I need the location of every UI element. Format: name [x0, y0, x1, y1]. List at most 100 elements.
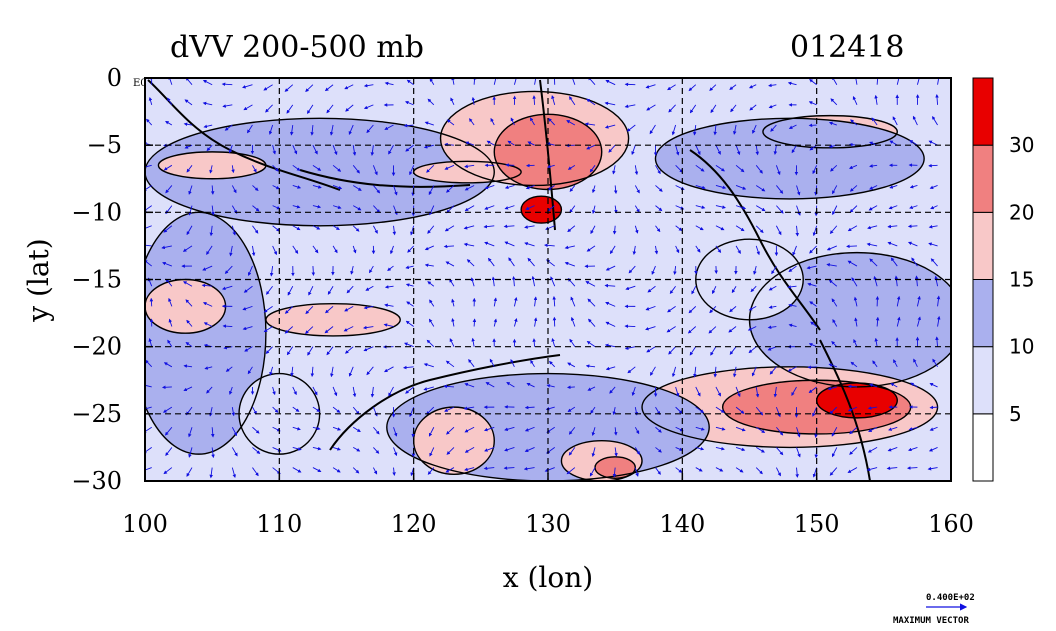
wind-vector: [326, 104, 334, 114]
wind-vector: [469, 118, 475, 126]
wind-vector: [524, 242, 535, 247]
wind-vector: [312, 386, 318, 396]
wind-vector: [867, 225, 878, 230]
wind-vector: [504, 185, 515, 189]
contour-south-pink-2: [560, 440, 643, 481]
wind-vector: [429, 447, 435, 457]
wind-vector: [929, 405, 938, 410]
colorbar-tick-label: 15: [1009, 268, 1034, 292]
wind-vector: [890, 383, 898, 388]
wind-vector: [828, 363, 837, 368]
wind-vector: [424, 121, 434, 126]
wind-vector: [675, 447, 684, 451]
wind-vector: [932, 115, 938, 126]
wind-vector: [894, 275, 899, 287]
wind-vector: [832, 185, 838, 195]
wind-vector: [148, 96, 153, 105]
wind-vector: [242, 326, 253, 331]
wind-vector: [202, 80, 213, 86]
wind-vector: [472, 318, 477, 327]
wind-vector: [655, 406, 661, 416]
wind-vector: [604, 283, 616, 288]
wind-vector: [524, 405, 535, 410]
wind-vector: [529, 117, 535, 126]
wind-vector: [655, 426, 662, 433]
wind-vector: [427, 467, 435, 475]
wind-vector: [693, 366, 697, 378]
contour-mid-pink-1: [265, 302, 401, 337]
wind-vector: [849, 205, 858, 213]
wind-vector: [247, 124, 253, 134]
wind-vector: [209, 467, 214, 479]
wind-vector: [827, 386, 837, 391]
wind-vector: [887, 446, 898, 452]
wind-vector: [776, 205, 784, 214]
wind-vector: [393, 427, 398, 437]
wind-vector: [893, 359, 898, 368]
wind-vector: [632, 245, 637, 256]
wind-vector: [788, 303, 797, 308]
wind-vector: [586, 245, 596, 252]
wind-vector: [332, 245, 338, 254]
region-se-band-core: [816, 382, 898, 418]
wind-vector: [352, 225, 360, 232]
wind-vector: [203, 124, 213, 129]
wind-vector: [889, 185, 898, 189]
wind-vector: [613, 427, 618, 436]
wind-vector: [675, 406, 683, 414]
wind-vector: [570, 296, 576, 307]
wind-vector: [552, 295, 556, 307]
wind-vector: [365, 285, 374, 291]
wind-vector: [908, 446, 918, 452]
wind-vector: [470, 277, 475, 287]
wind-vector: [666, 326, 676, 333]
wind-vector: [747, 326, 757, 331]
x-axis-ticks: 100 110 120 130 140 150 160: [122, 473, 974, 538]
wind-vector: [668, 104, 676, 113]
wind-vectors: [145, 78, 941, 479]
wind-vector: [586, 341, 596, 348]
wind-vector: [310, 124, 314, 136]
wind-vector: [585, 364, 596, 368]
wind-vector: [165, 447, 173, 457]
y-axis-label: y (lat): [22, 238, 55, 322]
wind-vector: [628, 265, 636, 274]
wind-vector: [407, 245, 414, 253]
wind-vector: [483, 224, 495, 229]
wind-vector: [352, 426, 361, 433]
wind-vector: [463, 242, 475, 247]
wind-vector: [591, 185, 596, 194]
wind-vector: [405, 386, 414, 394]
wind-vector: [695, 245, 701, 253]
region-north-red-core: [521, 196, 562, 224]
wind-vector: [393, 185, 398, 196]
wind-vector: [808, 386, 817, 394]
wind-vector: [286, 346, 294, 356]
wind-vector: [928, 447, 938, 452]
wind-vector: [752, 124, 757, 134]
wind-vector: [796, 427, 801, 438]
wind-vector: [229, 245, 233, 257]
region-sw-blue: [145, 212, 266, 455]
wind-vector: [649, 124, 656, 135]
wind-vector: [788, 265, 797, 273]
wind-vector: [523, 466, 535, 471]
wind-vector: [392, 467, 396, 476]
wind-vector: [671, 124, 677, 136]
wind-vector: [807, 282, 817, 287]
wind-vector: [292, 446, 302, 451]
wind-vector: [828, 121, 837, 126]
wind-vector: [525, 205, 535, 210]
wind-vector: [265, 346, 273, 354]
wind-vector: [831, 341, 838, 347]
wind-vector: [449, 338, 455, 347]
wind-vector: [504, 426, 515, 432]
wind-vector: [846, 244, 857, 249]
wind-vector: [211, 205, 215, 216]
wind-vector: [251, 245, 256, 257]
y-tick-label: −10: [71, 198, 122, 226]
wind-vector: [929, 426, 938, 431]
wind-vector: [204, 366, 213, 370]
wind-vector: [710, 104, 717, 114]
wind-vector: [546, 164, 555, 169]
